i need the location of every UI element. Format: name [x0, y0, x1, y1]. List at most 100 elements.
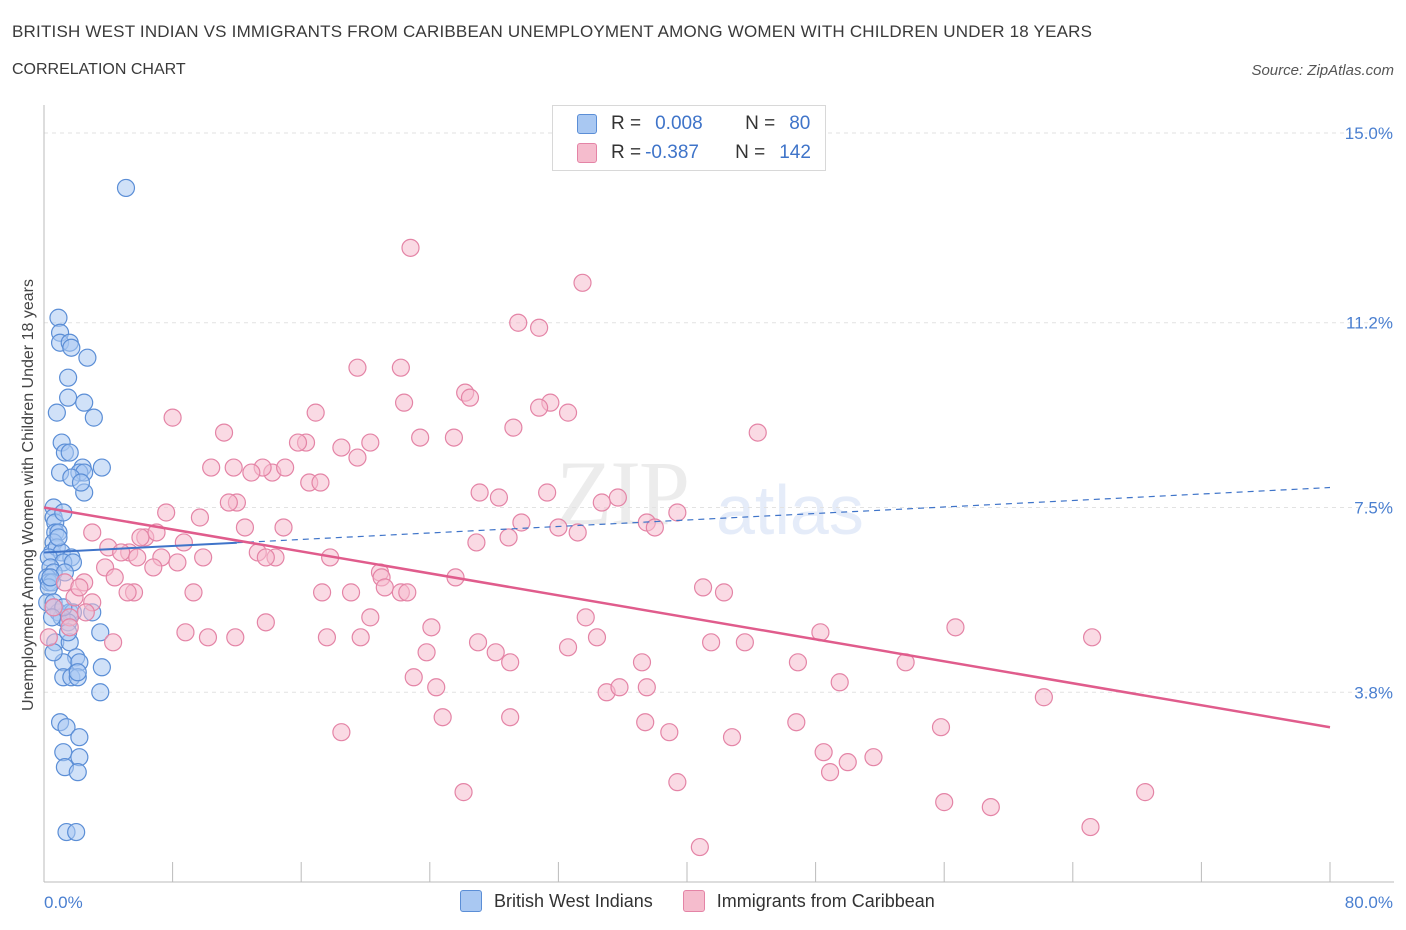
data-point [1081, 817, 1100, 837]
data-point [44, 598, 63, 617]
data-point [735, 633, 754, 652]
data-point [714, 583, 734, 602]
data-point [214, 423, 234, 442]
data-point [394, 393, 414, 412]
data-point [398, 583, 417, 602]
data-point [78, 348, 97, 367]
data-point [573, 273, 592, 292]
r-value: 0.008 [655, 113, 703, 134]
chart-title: BRITISH WEST INDIAN VS IMMIGRANTS FROM C… [12, 22, 1093, 41]
x-tick-label: 0.0% [44, 893, 83, 912]
chart-subtitle: CORRELATION CHART [12, 61, 186, 78]
data-point [748, 423, 767, 442]
data-point [501, 708, 520, 727]
legend-label: British West Indians [494, 890, 653, 911]
data-point [637, 678, 656, 697]
data-point [538, 483, 557, 502]
trend-line-blue-dashed [236, 486, 1331, 544]
data-point [645, 518, 664, 537]
x-tick-label: 80.0% [1345, 893, 1393, 912]
data-point [549, 518, 568, 537]
data-point [274, 518, 293, 537]
data-point [558, 638, 578, 657]
y-tick-label: 15.0% [1345, 124, 1393, 143]
data-point [512, 513, 531, 532]
data-point [489, 488, 509, 507]
watermark-atlas: atlas [716, 471, 864, 549]
data-point [530, 318, 549, 337]
data-point [332, 438, 351, 457]
data-point [468, 633, 488, 652]
data-point [690, 837, 709, 857]
data-point [830, 673, 849, 692]
data-point [444, 428, 464, 447]
data-point [144, 558, 163, 577]
data-point [91, 683, 110, 702]
data-point [504, 418, 523, 437]
data-point [864, 748, 883, 767]
data-point [417, 643, 436, 662]
data-point [71, 473, 91, 492]
data-point [224, 458, 243, 477]
data-point [935, 793, 954, 812]
data-point [194, 548, 213, 567]
data-point [312, 583, 332, 602]
data-point [460, 388, 480, 407]
legend-swatch-blue [577, 114, 597, 134]
series-legend: British West Indians Immigrants from Car… [460, 890, 965, 912]
data-point [70, 728, 89, 747]
data-point [311, 473, 330, 492]
data-point [332, 723, 351, 742]
data-point [467, 533, 486, 552]
data-point [981, 797, 1000, 817]
data-point [57, 718, 76, 737]
data-point [235, 518, 255, 537]
data-point [131, 528, 150, 547]
data-point [128, 548, 147, 567]
data-point [341, 583, 361, 602]
data-point [348, 448, 367, 467]
data-point [454, 783, 473, 802]
data-point [256, 548, 275, 567]
data-point [722, 728, 742, 747]
data-point [60, 618, 79, 637]
legend-swatch-pink [577, 143, 597, 163]
data-point [558, 403, 578, 422]
data-point [931, 718, 951, 737]
r-value: -0.387 [645, 142, 699, 163]
y-tick-label: 11.2% [1346, 314, 1393, 333]
data-point [60, 443, 79, 462]
data-point [404, 668, 423, 687]
data-point [47, 403, 66, 422]
data-point [70, 748, 89, 767]
data-point [351, 628, 370, 647]
data-point [608, 488, 627, 507]
data-point [568, 523, 587, 542]
data-point [411, 428, 430, 447]
data-point [176, 623, 195, 642]
data-point [276, 458, 295, 477]
correlation-legend: R = 0.008 N = 80 R = -0.387 N = 142 [552, 105, 826, 171]
legend-item-immigrants-from-caribbean: Immigrants from Caribbean [682, 890, 935, 912]
data-point [67, 822, 86, 842]
data-point [946, 618, 965, 637]
data-point [190, 508, 210, 527]
data-point [157, 503, 176, 522]
data-point [592, 493, 611, 512]
data-point [401, 238, 420, 257]
data-point [174, 533, 193, 552]
data-point [610, 678, 629, 697]
data-point [668, 773, 687, 792]
data-point [693, 578, 713, 597]
data-point [44, 643, 63, 662]
tick-labels: 3.8% 7.5% 11.2% 15.0% 0.0% 80.0% [44, 124, 1393, 912]
legend-label: Immigrants from Caribbean [716, 890, 935, 911]
data-point [83, 523, 102, 542]
data-point [70, 578, 89, 597]
data-point [219, 493, 238, 512]
r-label: R = [611, 142, 642, 163]
data-point [820, 763, 840, 782]
data-point [168, 553, 187, 572]
y-tick-label: 3.8% [1354, 683, 1393, 702]
